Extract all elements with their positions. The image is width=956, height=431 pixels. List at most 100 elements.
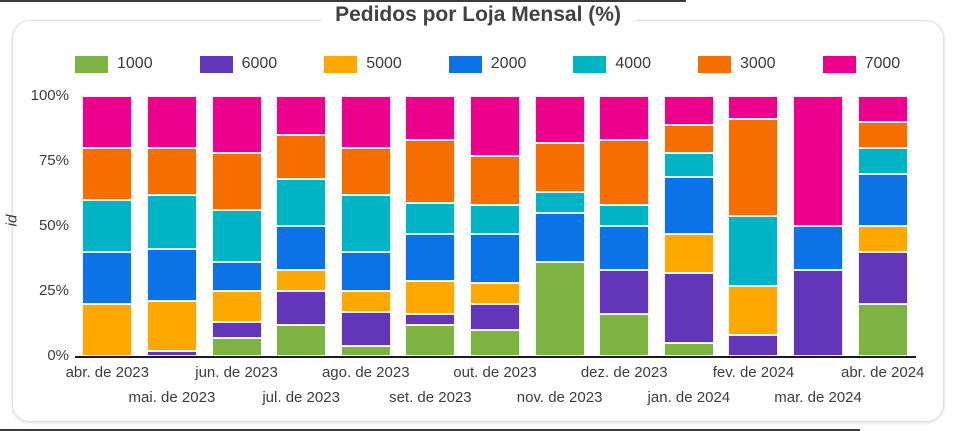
stacked-bar[interactable] — [276, 96, 327, 356]
bar-segment-7000[interactable] — [469, 96, 520, 156]
bar-segment-6000[interactable] — [211, 322, 262, 338]
stacked-bar[interactable] — [340, 96, 391, 356]
bar-segment-6000[interactable] — [857, 252, 908, 304]
legend-label: 7000 — [864, 55, 901, 72]
bar-segment-4000[interactable] — [82, 200, 133, 252]
bar-segment-6000[interactable] — [793, 270, 843, 356]
bar-segment-6000[interactable] — [728, 335, 779, 356]
legend-label: 2000 — [490, 55, 527, 72]
bar-segment-2000[interactable] — [82, 252, 133, 304]
bar-segment-4000[interactable] — [340, 194, 391, 253]
bar-segment-2000[interactable] — [663, 176, 714, 234]
bar-segment-6000[interactable] — [663, 272, 714, 343]
legend-item-4000: 4000 — [573, 55, 651, 73]
bar-segment-3000[interactable] — [728, 119, 779, 216]
bar-segment-4000[interactable] — [663, 153, 714, 177]
bar-segment-2000[interactable] — [534, 213, 585, 263]
bar-segment-4000[interactable] — [534, 192, 585, 214]
bar-slot-jan-de-2024 — [656, 96, 721, 356]
bar-segment-2000[interactable] — [469, 233, 520, 284]
bar-segment-3000[interactable] — [405, 140, 456, 203]
stacked-bar[interactable] — [599, 96, 650, 356]
bar-segment-1000[interactable] — [340, 345, 391, 356]
stacked-bar[interactable] — [469, 96, 520, 356]
bar-segment-5000[interactable] — [663, 233, 714, 273]
bar-segment-7000[interactable] — [276, 96, 327, 136]
stacked-bar[interactable] — [82, 96, 133, 356]
bar-segment-5000[interactable] — [82, 304, 133, 356]
bar-segment-7000[interactable] — [728, 96, 779, 120]
bar-segment-4000[interactable] — [276, 179, 327, 227]
bar-segment-7000[interactable] — [793, 96, 843, 227]
bar-segment-4000[interactable] — [211, 210, 262, 263]
bar-segment-1000[interactable] — [663, 343, 714, 356]
bar-slot-abr-de-2024 — [850, 96, 915, 356]
bar-segment-4000[interactable] — [599, 205, 650, 227]
bar-segment-6000[interactable] — [405, 314, 456, 325]
bar-segment-2000[interactable] — [793, 226, 843, 271]
stacked-bar[interactable] — [728, 96, 779, 356]
bar-segment-1000[interactable] — [469, 330, 520, 356]
bar-segment-1000[interactable] — [857, 304, 908, 356]
bar-segment-7000[interactable] — [663, 96, 714, 125]
bar-segment-1000[interactable] — [211, 337, 262, 356]
bar-segment-7000[interactable] — [405, 96, 456, 141]
bar-segment-3000[interactable] — [857, 122, 908, 148]
bar-segment-5000[interactable] — [146, 301, 197, 351]
stacked-bar[interactable] — [534, 96, 585, 356]
bar-segment-5000[interactable] — [276, 270, 327, 292]
stacked-bar[interactable] — [663, 96, 714, 356]
bar-segment-1000[interactable] — [599, 314, 650, 356]
bar-segment-1000[interactable] — [534, 262, 585, 356]
bar-segment-2000[interactable] — [276, 226, 327, 271]
bar-segment-7000[interactable] — [146, 96, 197, 149]
bar-segment-3000[interactable] — [276, 135, 327, 180]
bar-segment-3000[interactable] — [469, 155, 520, 206]
stacked-bar[interactable] — [211, 96, 262, 356]
bar-segment-6000[interactable] — [276, 291, 327, 325]
bar-segment-2000[interactable] — [857, 174, 908, 226]
stacked-bar[interactable] — [793, 96, 843, 356]
bar-segment-5000[interactable] — [857, 226, 908, 252]
bar-segment-7000[interactable] — [599, 96, 650, 141]
stacked-bar[interactable] — [857, 96, 908, 356]
bar-segment-4000[interactable] — [728, 215, 779, 286]
bar-segment-3000[interactable] — [340, 148, 391, 195]
bar-segment-3000[interactable] — [534, 142, 585, 193]
stacked-bar[interactable] — [405, 96, 456, 356]
bar-segment-2000[interactable] — [340, 252, 391, 292]
bar-segment-1000[interactable] — [276, 324, 327, 356]
bar-segment-4000[interactable] — [405, 202, 456, 234]
bar-segment-3000[interactable] — [599, 140, 650, 206]
bar-segment-7000[interactable] — [340, 96, 391, 149]
bar-segment-6000[interactable] — [599, 270, 650, 315]
legend-label: 3000 — [739, 55, 776, 72]
bar-segment-2000[interactable] — [405, 233, 456, 281]
legend-swatch-icon — [448, 55, 482, 73]
bar-segment-3000[interactable] — [663, 124, 714, 154]
bar-segment-6000[interactable] — [146, 350, 197, 356]
bar-segment-4000[interactable] — [469, 205, 520, 234]
bar-segment-4000[interactable] — [146, 194, 197, 250]
bar-segment-7000[interactable] — [211, 96, 262, 154]
bar-segment-7000[interactable] — [82, 96, 133, 148]
bar-segment-5000[interactable] — [469, 283, 520, 304]
bar-segment-5000[interactable] — [211, 291, 262, 323]
bar-segment-6000[interactable] — [469, 304, 520, 330]
bar-segment-2000[interactable] — [211, 262, 262, 292]
bar-segment-7000[interactable] — [534, 96, 585, 143]
bar-segment-5000[interactable] — [728, 285, 779, 336]
bar-slot-dez-de-2023 — [592, 96, 657, 356]
bar-segment-6000[interactable] — [340, 311, 391, 346]
bar-segment-2000[interactable] — [599, 226, 650, 271]
stacked-bar[interactable] — [146, 96, 197, 356]
bar-segment-5000[interactable] — [340, 291, 391, 312]
bar-segment-5000[interactable] — [405, 280, 456, 315]
bar-segment-4000[interactable] — [857, 148, 908, 174]
bar-segment-1000[interactable] — [405, 324, 456, 356]
bar-segment-2000[interactable] — [146, 249, 197, 302]
bar-segment-3000[interactable] — [82, 148, 133, 200]
bar-segment-7000[interactable] — [857, 96, 908, 122]
bar-segment-3000[interactable] — [146, 148, 197, 195]
bar-segment-3000[interactable] — [211, 153, 262, 211]
